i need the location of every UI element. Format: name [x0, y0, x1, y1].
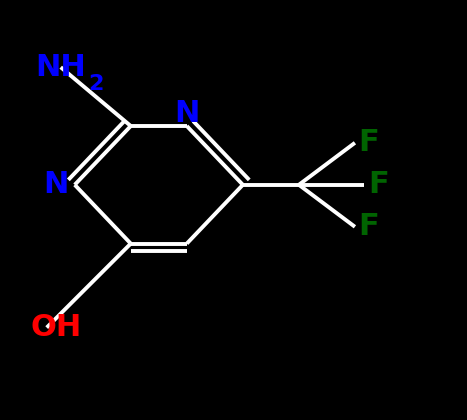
Text: N: N	[43, 170, 69, 200]
Text: N: N	[174, 99, 199, 128]
Text: F: F	[359, 128, 379, 158]
Text: OH: OH	[30, 313, 82, 342]
Text: F: F	[359, 212, 379, 241]
Text: F: F	[368, 170, 389, 200]
Text: NH: NH	[35, 52, 86, 82]
Text: 2: 2	[88, 74, 103, 94]
